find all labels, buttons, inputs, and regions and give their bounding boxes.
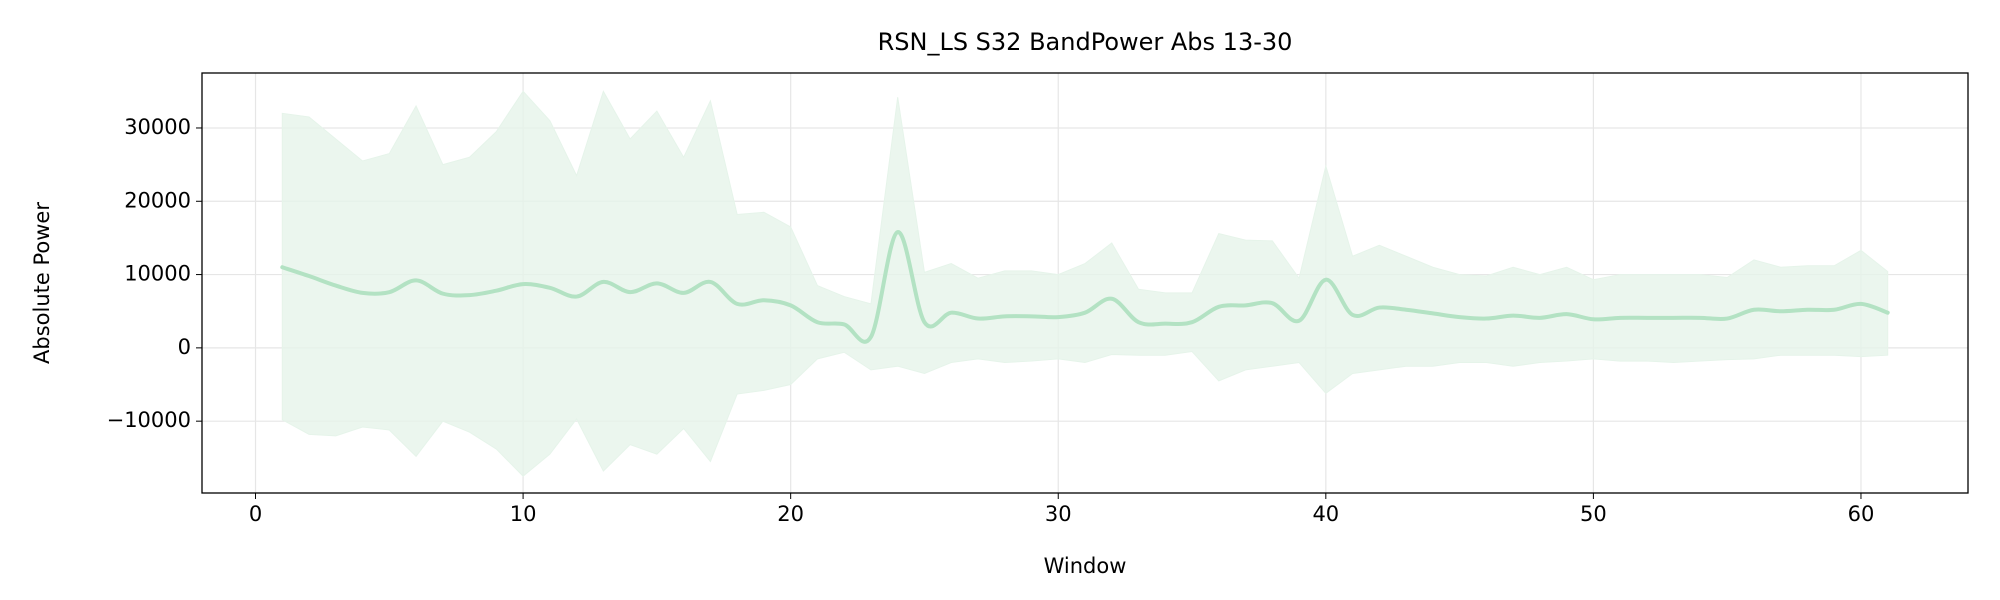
- band: [281, 90, 1889, 477]
- plot-frame: [201, 72, 1969, 494]
- y-tick-label: 10000: [124, 262, 191, 286]
- y-tick-label: −10000: [107, 408, 191, 432]
- chart-title: RSN_LS S32 BandPower Abs 13-30: [878, 28, 1293, 56]
- mean-line: [280, 230, 1890, 344]
- x-axis-label: Window: [1044, 554, 1127, 578]
- x-tick-label: 50: [1580, 502, 1607, 526]
- x-tick-label: 30: [1045, 502, 1072, 526]
- y-axis-label: Absolute Power: [30, 202, 54, 364]
- x-tick-label: 0: [249, 502, 262, 526]
- y-tick-label: 20000: [124, 188, 191, 212]
- x-tick-label: 60: [1848, 502, 1875, 526]
- x-tick-label: 20: [777, 502, 804, 526]
- y-tick-label: 0: [178, 335, 191, 359]
- x-tick-label: 10: [510, 502, 537, 526]
- y-tick-label: 30000: [124, 115, 191, 139]
- x-tick-label: 40: [1312, 502, 1339, 526]
